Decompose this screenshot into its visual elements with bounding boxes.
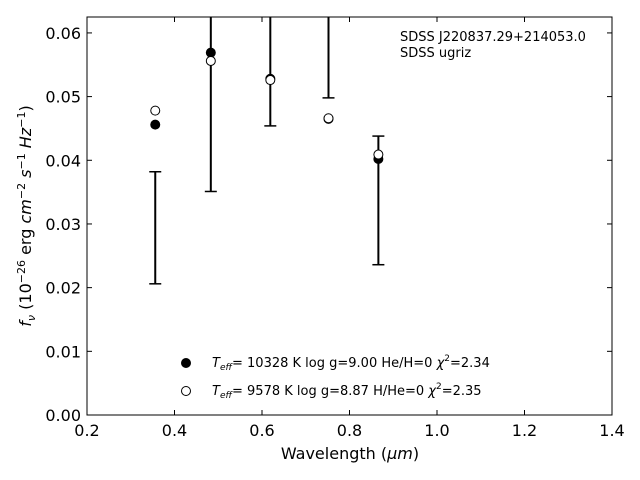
- x-tick-label: 1.0: [424, 421, 449, 440]
- y-label-cm-exp: −2: [15, 183, 28, 199]
- y-label-s-exp: −1: [15, 153, 28, 169]
- filter-system-annotation: SDSS ugriz: [400, 46, 471, 61]
- y-tick-label: 0.06: [45, 24, 81, 43]
- y-tick-label: 0.00: [45, 406, 81, 425]
- legend-chi-symbol: χ: [427, 384, 437, 399]
- legend-teff-subscript: eff: [220, 391, 234, 401]
- model-point-filled: [205, 47, 216, 58]
- legend: Teff= 10328 K log g=9.00 He/H=0 χ2=2.34 …: [181, 354, 490, 401]
- y-tick-label: 0.04: [45, 151, 81, 170]
- y-tick-label: 0.02: [45, 279, 81, 298]
- legend-teff-symbol: T: [212, 384, 221, 399]
- legend-params: = 10328 K log g=9.00 He/H=0: [232, 356, 437, 371]
- y-label-hz: Hz: [16, 127, 35, 153]
- legend-chi-value: =2.34: [450, 356, 490, 371]
- y-tick-label: 0.03: [45, 215, 81, 234]
- x-axis-label-close: ): [413, 444, 419, 463]
- object-name-annotation: SDSS J220837.29+214053.0: [400, 30, 586, 45]
- y-label-close: ): [16, 105, 35, 111]
- model-point-filled: [150, 119, 161, 130]
- legend-marker-open: [181, 386, 191, 396]
- x-axis-label: Wavelength (μm): [281, 444, 419, 463]
- y-label-f: f: [16, 319, 35, 327]
- tick-layer: 0.2 0.4 0.6 0.8 1.0 1.2 1.4 0.00 0.01 0.02 0.03 0.0…: [45, 17, 625, 440]
- legend-entry-open: Teff= 9578 K log g=8.87 H/He=0 χ2=2.35: [212, 382, 482, 401]
- model-point-open: [323, 113, 334, 124]
- y-label-erg: erg: [16, 224, 35, 260]
- model-point-open: [205, 55, 216, 66]
- legend-marker-filled: [181, 358, 191, 368]
- x-tick-label: 0.2: [74, 421, 99, 440]
- x-axis-label-unit: μm: [386, 444, 413, 463]
- x-tick-label: 0.4: [162, 421, 187, 440]
- y-tick-label: 0.05: [45, 88, 81, 107]
- legend-teff-subscript: eff: [220, 363, 234, 373]
- legend-chi-value: =2.35: [442, 384, 482, 399]
- marker-layer: [150, 47, 384, 165]
- legend-chi-exponent: 2: [444, 354, 450, 364]
- x-tick-label: 1.4: [599, 421, 624, 440]
- y-axis-label: fν (10−26 erg cm−2 s−1 Hz−1): [15, 105, 38, 326]
- y-tick-label: 0.01: [45, 342, 81, 361]
- model-point-open: [373, 149, 384, 160]
- y-label-exp: −26: [15, 260, 28, 283]
- model-point-open: [150, 105, 161, 116]
- x-axis-label-text: Wavelength (: [281, 444, 387, 463]
- y-label-cm: cm: [16, 199, 35, 223]
- legend-params: = 9578 K log g=8.87 H/He=0: [232, 384, 428, 399]
- y-label-hz-exp: −1: [15, 112, 28, 128]
- y-label-open: (10: [16, 283, 35, 315]
- model-point-open: [265, 75, 276, 86]
- y-label-nu: ν: [25, 315, 38, 321]
- legend-entry-filled: Teff= 10328 K log g=9.00 He/H=0 χ2=2.34: [212, 354, 490, 373]
- x-tick-label: 1.2: [512, 421, 537, 440]
- legend-teff-symbol: T: [212, 356, 221, 371]
- y-label-s: s: [16, 170, 35, 183]
- x-tick-label: 0.6: [249, 421, 274, 440]
- plot-frame: [86, 16, 613, 416]
- legend-chi-symbol: χ: [436, 356, 446, 371]
- x-tick-label: 0.8: [337, 421, 362, 440]
- legend-chi-exponent: 2: [436, 382, 442, 392]
